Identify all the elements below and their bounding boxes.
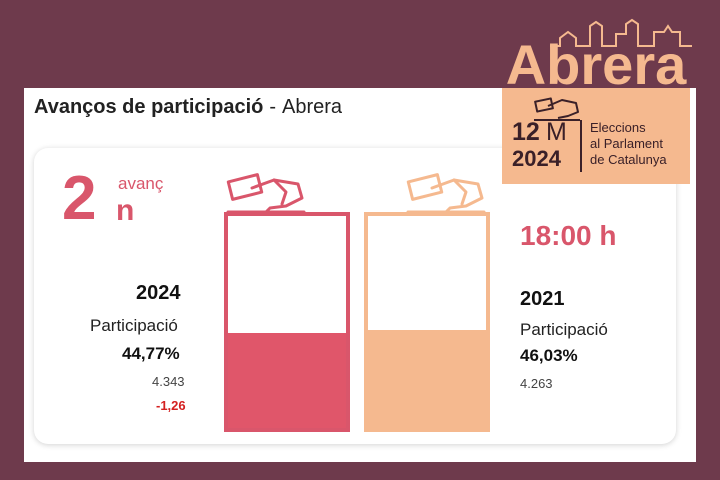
participation-card: 2 avanç n 2024 Participació 44,77% 4.343…: [34, 148, 676, 444]
logo-wordmark: Abrera: [505, 33, 687, 96]
logo-line-2: al Parlament: [590, 136, 663, 151]
election-logo: Abrera 12 M 2024 Eleccions al Parlament …: [500, 18, 692, 184]
participation-fill-2024: [228, 333, 346, 428]
logo-month: M: [546, 118, 567, 146]
logo-date-box: 12 M 2024 Eleccions al Parlament de Cata…: [502, 88, 690, 184]
participation-fill-2021: [368, 330, 486, 428]
title-separator: -: [269, 96, 277, 118]
participation-label-2021: Participació: [520, 320, 608, 339]
year-2021-label: 2021: [520, 288, 565, 310]
logo-year: 2024: [512, 146, 561, 171]
year-2024-label: 2024: [136, 282, 181, 304]
logo-divider: [580, 120, 582, 172]
participation-label-2024: Participació: [90, 316, 178, 335]
ballot-logo-icon: [534, 97, 580, 121]
advance-number: 2: [62, 164, 97, 233]
title-municipality: Abrera: [282, 96, 343, 118]
logo-line-1: Eleccions: [590, 120, 646, 135]
ballot-box-2024: [224, 212, 350, 432]
advance-label: avanç: [118, 174, 164, 193]
skyline-icon: [550, 18, 692, 47]
logo-day: 12: [512, 118, 540, 146]
ballot-box-2021: [364, 212, 490, 432]
participation-percent-2024: 44,77%: [122, 344, 180, 363]
title-main: Avanços de participació: [34, 96, 264, 118]
participation-difference: -1,26: [156, 398, 186, 413]
advance-ordinal-suffix: n: [116, 194, 135, 227]
ballot-hand-icon: [226, 173, 306, 214]
votes-count-2021: 4.263: [520, 376, 553, 391]
participation-percent-2021: 46,03%: [520, 346, 578, 365]
ballot-hand-icon-2021: [406, 173, 486, 214]
page-title: Avanços de participació - Abrera: [34, 96, 342, 119]
logo-line-3: de Catalunya: [590, 152, 667, 167]
advance-time: 18:00 h: [520, 220, 617, 251]
votes-count-2024: 4.343: [152, 374, 185, 389]
